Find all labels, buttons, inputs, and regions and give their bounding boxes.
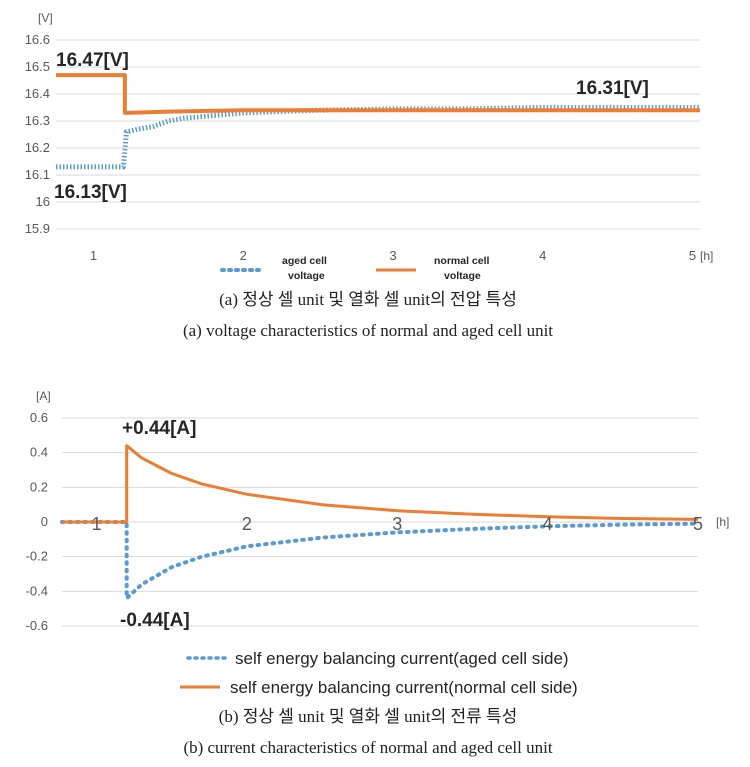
current-x-tick-label: 4 <box>543 514 553 534</box>
current-y-tick-label: 0.2 <box>30 479 48 494</box>
current-chart: [A] [h] -0.6 -0.4 -0.2 0 0.2 0.4 0.6 1 2 3 4 5 +0.… <box>26 389 730 633</box>
voltage-x-tick-label: 1 <box>90 248 97 263</box>
negative-peak-current-label: -0.44[A] <box>120 610 190 631</box>
voltage-x-unit: [h] <box>700 249 713 263</box>
caption-a-english: (a) voltage characteristics of normal an… <box>183 321 553 340</box>
voltage-y-tick-label: 16.6 <box>25 32 50 47</box>
current-y-ticks: -0.6 -0.4 -0.2 0 0.2 0.4 0.6 <box>26 410 48 633</box>
current-y-tick-label: 0 <box>41 514 48 529</box>
current-grid <box>62 417 698 627</box>
legend-normal-current-label: self energy balancing current(normal cel… <box>230 678 578 697</box>
voltage-x-tick-label: 5 <box>689 248 696 263</box>
caption-b-english: (b) current characteristics of normal an… <box>183 738 552 757</box>
voltage-y-tick-label: 15.9 <box>25 221 50 236</box>
voltage-y-tick-label: 16.2 <box>25 140 50 155</box>
normal-cell-voltage-line <box>56 73 700 115</box>
aged-initial-voltage-label: 16.13[V] <box>54 182 127 203</box>
normal-initial-voltage-label: 16.47[V] <box>56 50 129 71</box>
current-x-tick-label: 2 <box>242 514 252 534</box>
caption-b-korean: (b) 정상 셀 unit 및 열화 셀 unit의 전류 특성 <box>219 707 518 726</box>
current-x-ticks: 1 2 3 4 5 <box>92 514 703 534</box>
current-legend: self energy balancing current(aged cell … <box>180 649 578 697</box>
normal-cell-current-line <box>62 444 699 524</box>
voltage-y-ticks: 15.9 16 16.1 16.2 16.3 16.4 16.5 16.6 <box>25 32 50 236</box>
voltage-y-tick-label: 16 <box>36 194 50 209</box>
voltage-y-tick-label: 16.3 <box>25 113 50 128</box>
legend-aged-voltage-line2: voltage <box>288 270 325 282</box>
voltage-y-tick-label: 16.1 <box>25 167 50 182</box>
voltage-series <box>56 73 700 170</box>
current-y-tick-label: 0.4 <box>30 445 48 460</box>
voltage-x-tick-label: 2 <box>240 248 247 263</box>
voltage-y-unit: [V] <box>38 11 53 25</box>
current-y-tick-label: 0.6 <box>30 410 48 425</box>
current-y-tick-label: -0.6 <box>26 618 48 633</box>
voltage-chart: [V] [h] 15.9 16 16.1 16.2 16.3 16.4 16.5 16.6 1… <box>25 11 714 282</box>
legend-normal-voltage-line2: voltage <box>444 270 481 282</box>
current-series <box>60 444 700 601</box>
voltage-x-tick-label: 3 <box>389 248 396 263</box>
legend-normal-voltage-line1: normal cell <box>434 255 490 267</box>
aged-cell-voltage-line <box>56 105 700 170</box>
voltage-x-tick-label: 4 <box>539 248 546 263</box>
current-y-unit: [A] <box>36 389 51 403</box>
current-x-tick-label: 3 <box>392 514 402 534</box>
final-voltage-label: 16.31[V] <box>576 78 649 99</box>
current-y-tick-label: -0.2 <box>26 549 48 564</box>
legend-aged-current-label: self energy balancing current(aged cell … <box>235 649 569 668</box>
caption-a-korean: (a) 정상 셀 unit 및 열화 셀 unit의 전압 특성 <box>219 290 517 309</box>
legend-aged-voltage-line1: aged cell <box>282 255 327 267</box>
voltage-y-tick-label: 16.4 <box>25 86 50 101</box>
current-y-tick-label: -0.4 <box>26 583 48 598</box>
current-x-tick-label: 1 <box>92 514 102 534</box>
voltage-x-ticks: 1 2 3 4 5 <box>90 248 696 263</box>
positive-peak-current-label: +0.44[A] <box>122 418 196 439</box>
current-x-tick-label: 5 <box>693 514 703 534</box>
voltage-y-tick-label: 16.5 <box>25 59 50 74</box>
voltage-grid <box>56 39 700 230</box>
current-x-unit: [h] <box>716 515 729 529</box>
aged-cell-current-line <box>60 520 700 601</box>
voltage-legend: aged cell voltage normal cell voltage <box>220 255 490 282</box>
